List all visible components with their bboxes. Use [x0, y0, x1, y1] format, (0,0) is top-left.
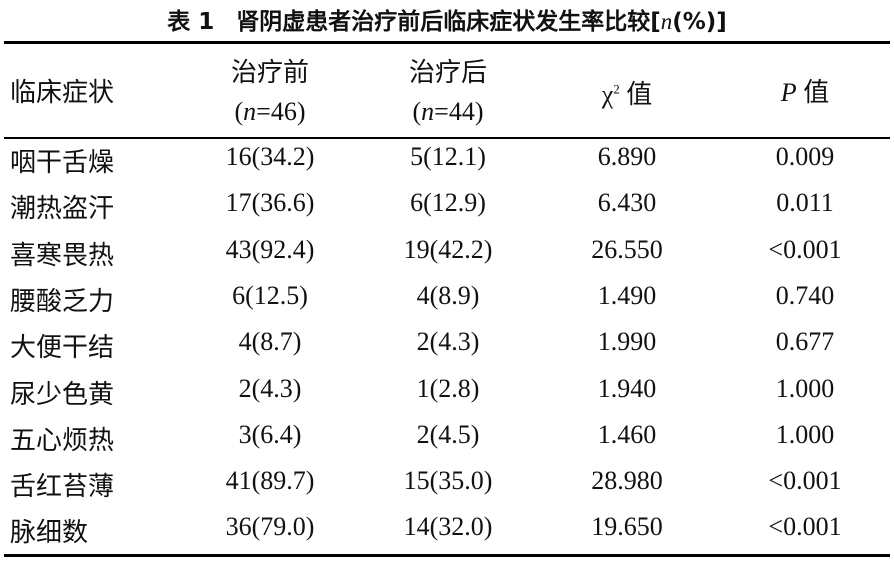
row-label: 大便干结	[10, 333, 115, 363]
table-title: 表 1 肾阴虚患者治疗前后临床症状发生率比较[n(%)]	[0, 2, 894, 36]
table-cell: 1.990	[597, 327, 657, 357]
text: 值	[796, 78, 830, 107]
chi: χ	[601, 80, 614, 109]
table-cell: 6.890	[597, 142, 657, 171]
table-cell: <0.001	[768, 234, 842, 264]
table-cell: 1.460	[597, 419, 657, 449]
table-cell: 28.980	[591, 466, 663, 496]
table-cell: 16(34.2)	[225, 142, 315, 171]
table-cell: 0.009	[775, 142, 835, 171]
table-cell: 19(42.2)	[403, 234, 493, 264]
header-cell: χ2 值	[602, 74, 653, 111]
table-cell: 43(92.4)	[225, 234, 315, 264]
text: 值	[619, 80, 653, 109]
top-rule	[4, 41, 890, 44]
header-sub: (n=44)	[413, 97, 484, 127]
title-text: 肾阴虚患者治疗前后临床症状发生率比较[	[236, 9, 661, 35]
var: n	[243, 97, 257, 126]
table-cell: 19.650	[591, 512, 663, 542]
table-cell: 41(89.7)	[225, 466, 315, 496]
header-cell: P 值	[781, 72, 829, 109]
header-cell: 治疗前	[230, 58, 310, 87]
table-cell: 1.940	[597, 373, 657, 403]
paren: (	[234, 97, 244, 126]
table-cell: 6(12.5)	[232, 280, 308, 310]
table-cell: 6(12.9)	[410, 188, 486, 218]
table-cell: 17(36.6)	[225, 188, 315, 218]
header-rule	[4, 137, 890, 139]
bottom-rule	[4, 554, 890, 557]
row-label: 脉细数	[10, 518, 89, 548]
header-cell: 治疗后	[408, 58, 488, 87]
table-cell: 14(32.0)	[403, 512, 493, 542]
row-label: 咽干舌燥	[10, 148, 115, 177]
table-cell: 4(8.7)	[238, 327, 302, 357]
p: P	[780, 78, 797, 107]
table-cell: 4(8.9)	[416, 280, 480, 310]
table-cell: 1.000	[775, 419, 835, 449]
header-cell: 临床症状	[10, 78, 115, 107]
row-label: 尿少色黄	[10, 379, 115, 409]
var: n	[421, 97, 435, 126]
table-cell: 0.740	[775, 280, 835, 310]
table-cell: 1.490	[597, 280, 657, 310]
table-cell: 2(4.3)	[416, 327, 480, 357]
table-cell: 15(35.0)	[403, 466, 493, 496]
table-cell: 5(12.1)	[410, 142, 486, 171]
table-cell: 2(4.5)	[416, 419, 480, 449]
row-label: 腰酸乏力	[10, 286, 115, 316]
title-tail: (%)]	[672, 9, 727, 35]
table-cell: 1.000	[775, 373, 835, 403]
row-label: 潮热盗汗	[10, 194, 115, 224]
sup: 2	[613, 81, 620, 97]
table-cell: 1(2.8)	[416, 373, 480, 403]
table-cell: 2(4.3)	[238, 373, 302, 403]
table-cell: 0.677	[775, 327, 835, 357]
table-cell: 36(79.0)	[225, 512, 315, 542]
table-cell: 3(6.4)	[238, 419, 302, 449]
header-sub: (n=46)	[235, 97, 306, 127]
table-cell: 0.011	[776, 188, 834, 218]
paren: (	[412, 97, 422, 126]
table-cell: 6.430	[597, 188, 657, 218]
title-var: n	[660, 9, 673, 34]
table-label: 表 1	[167, 9, 215, 35]
table-cell: <0.001	[768, 512, 842, 542]
count: =44)	[434, 97, 484, 126]
row-label: 喜寒畏热	[10, 240, 115, 270]
table-cell: 26.550	[591, 234, 663, 264]
row-label: 五心烦热	[10, 425, 115, 455]
table-cell: <0.001	[768, 466, 842, 496]
count: =46)	[256, 97, 306, 126]
row-label: 舌红苔薄	[10, 472, 115, 502]
